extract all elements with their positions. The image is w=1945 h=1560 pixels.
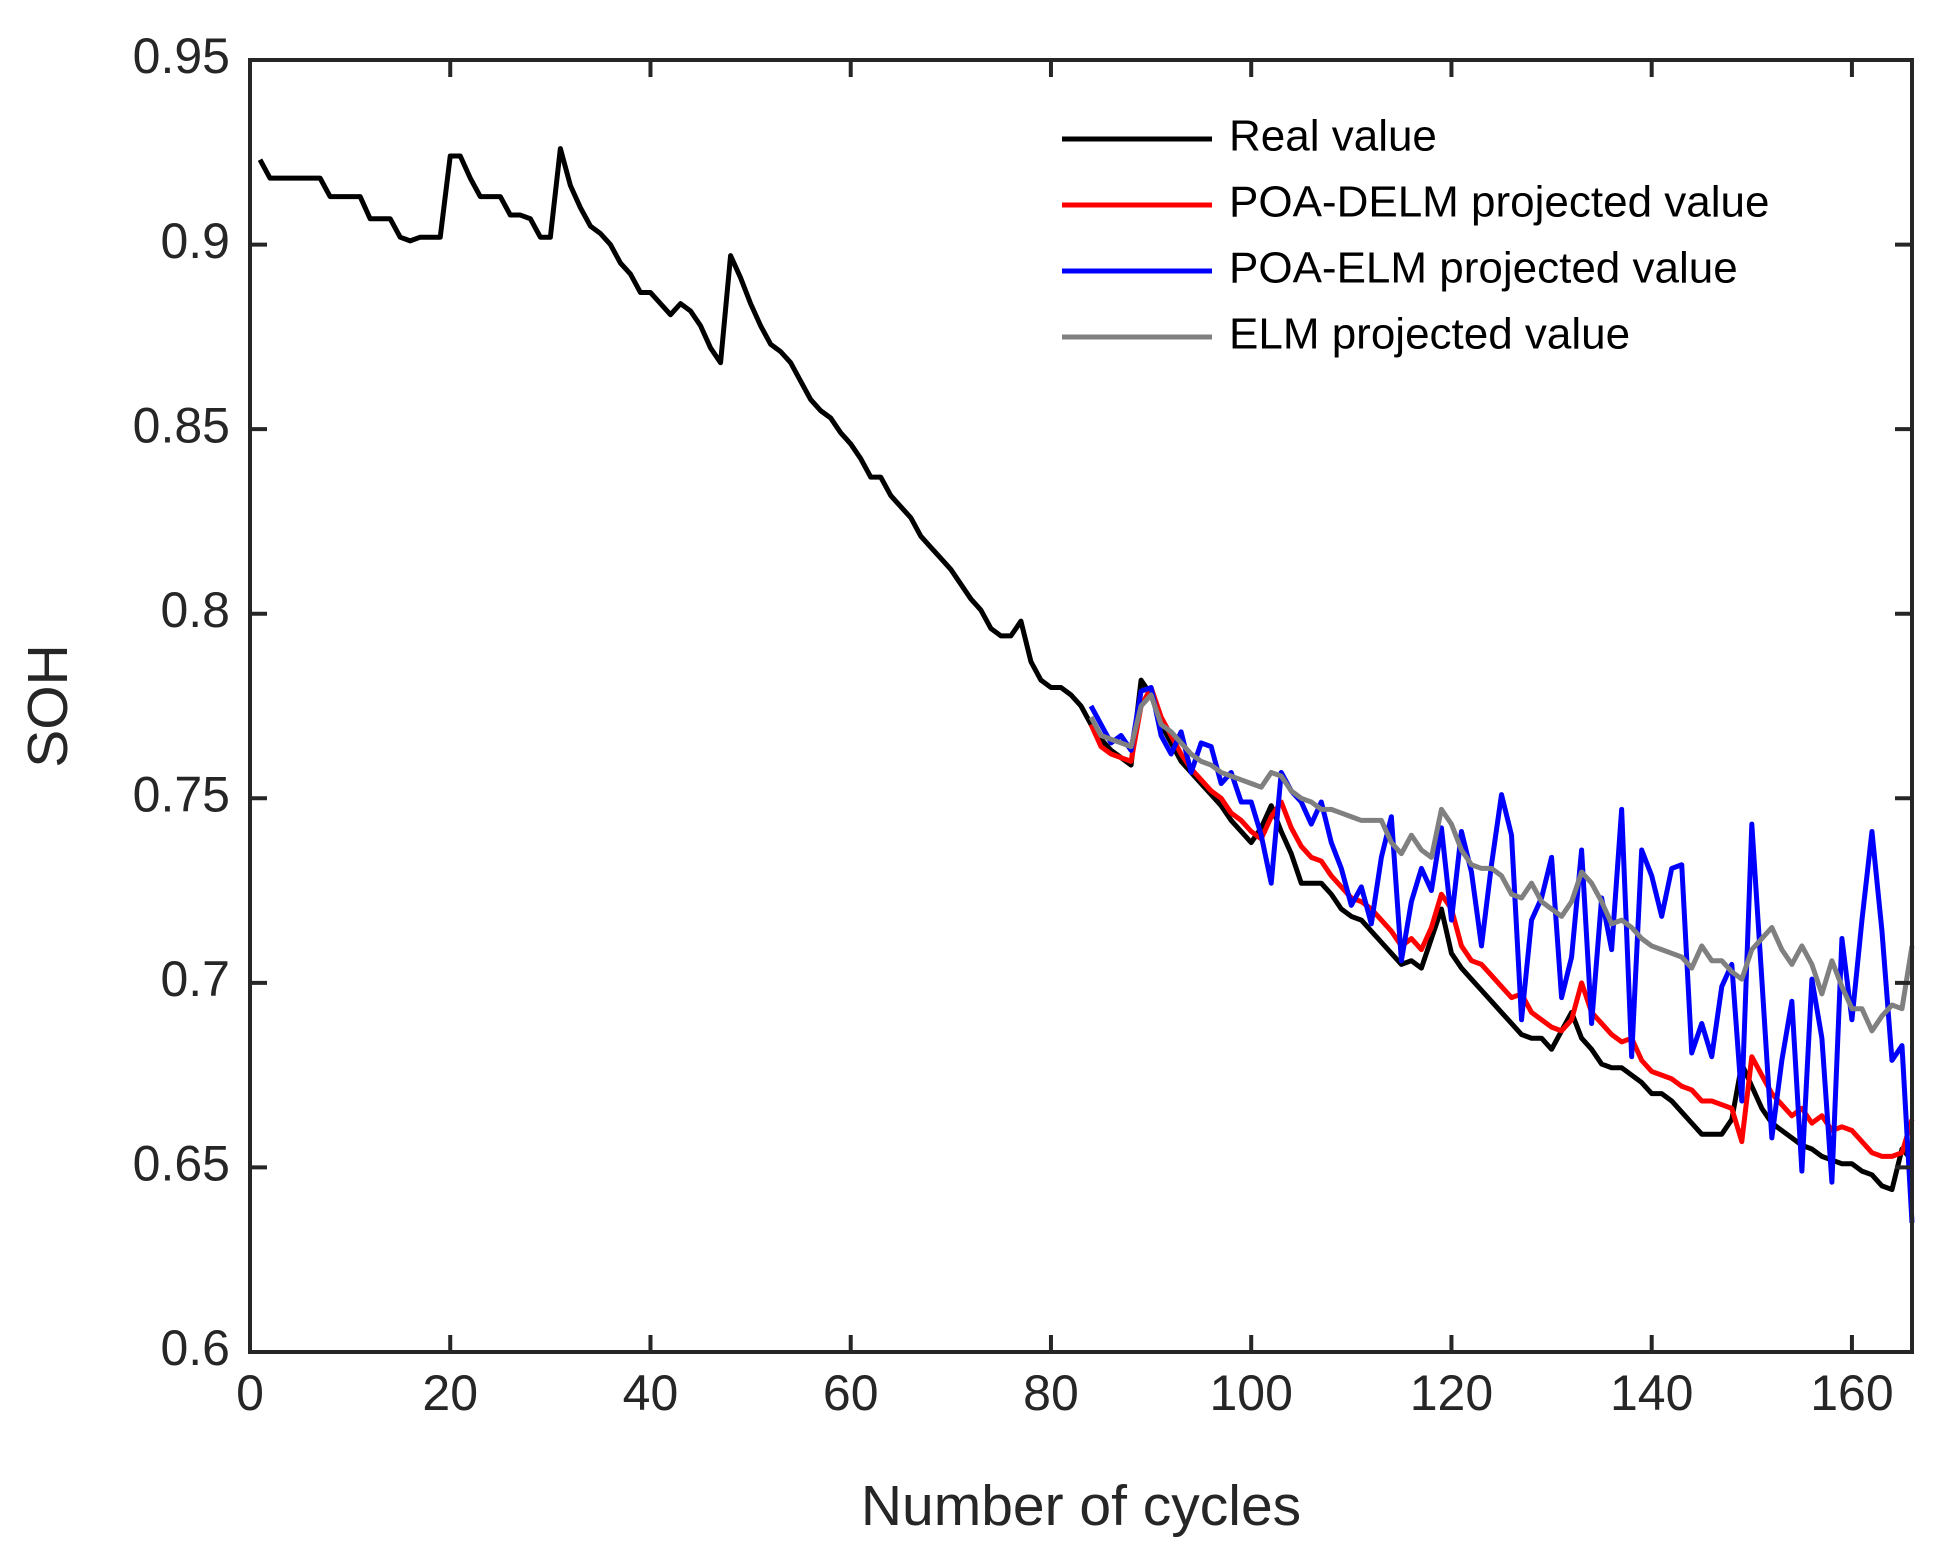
x-tick-label: 100: [1209, 1365, 1292, 1421]
y-tick-label: 0.75: [133, 766, 230, 822]
y-tick-label: 0.85: [133, 397, 230, 453]
y-tick-label: 0.8: [160, 582, 230, 638]
data-line: [257, 146, 1914, 1193]
legend-label: ELM projected value: [1229, 310, 1630, 359]
data-line: [1088, 692, 1915, 1034]
x-axis-label: Number of cycles: [861, 1474, 1301, 1538]
y-tick-label: 0.65: [133, 1136, 230, 1192]
legend-label: POA-DELM projected value: [1229, 178, 1769, 227]
x-tick-label: 160: [1810, 1365, 1893, 1421]
y-axis-label: SOH: [16, 644, 80, 768]
y-tick-label: 0.95: [133, 28, 230, 84]
y-tick-label: 0.7: [160, 951, 230, 1007]
x-tick-label: 0: [236, 1365, 264, 1421]
x-tick-label: 120: [1410, 1365, 1493, 1421]
x-tick-label: 20: [422, 1365, 478, 1421]
axes-box: [248, 58, 1914, 1354]
x-tick-label: 40: [623, 1365, 679, 1421]
legend-label: Real value: [1229, 112, 1437, 161]
y-tick-label: 0.9: [160, 213, 230, 269]
x-tick-label: 80: [1023, 1365, 1079, 1421]
x-tick-label: 60: [823, 1365, 879, 1421]
x-tick-label: 140: [1610, 1365, 1693, 1421]
y-tick-label: 0.6: [160, 1320, 230, 1376]
legend-label: POA-ELM projected value: [1229, 244, 1738, 293]
